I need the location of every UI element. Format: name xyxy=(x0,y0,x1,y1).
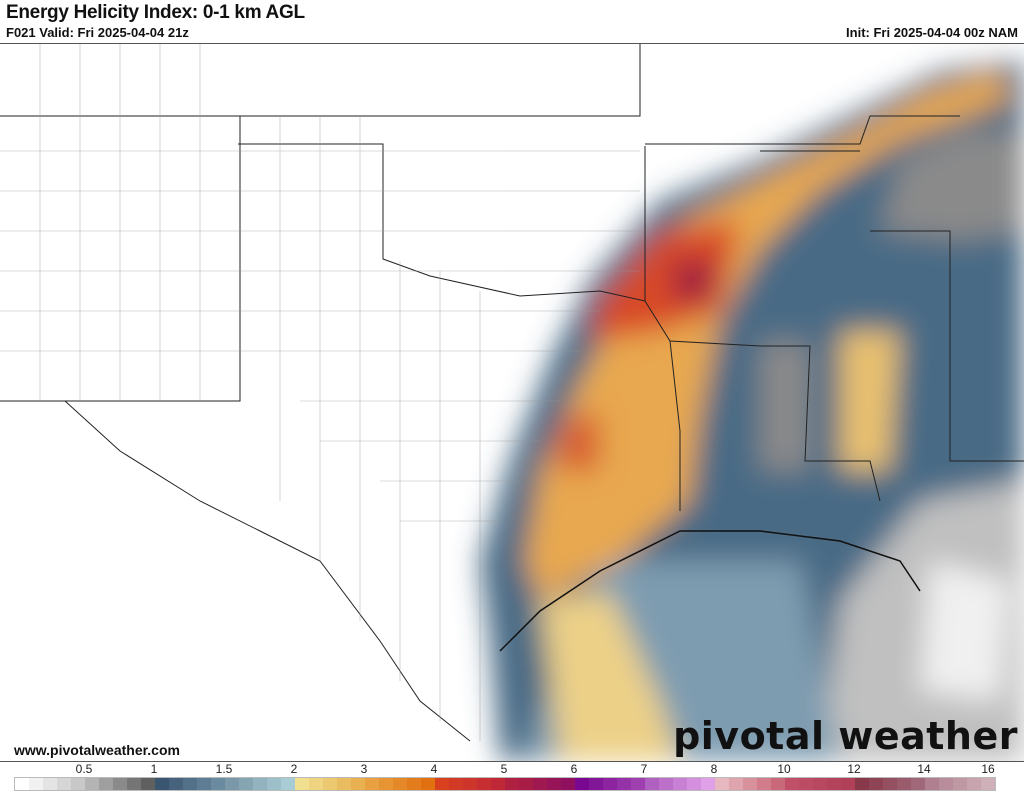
colorbar-cell xyxy=(15,778,29,790)
colorbar-cell xyxy=(309,778,323,790)
colorbar-cell xyxy=(141,778,155,790)
colorbar-cell xyxy=(729,778,743,790)
colorbar-cell xyxy=(57,778,71,790)
colorbar-cell xyxy=(533,778,547,790)
colorbar-cell xyxy=(883,778,897,790)
state-borders xyxy=(0,44,1024,742)
coastline xyxy=(499,530,921,652)
colorbar-cell xyxy=(127,778,141,790)
colorbar-cell xyxy=(743,778,757,790)
valid-time: F021 Valid: Fri 2025-04-04 21z xyxy=(6,25,189,40)
colorbar-cell xyxy=(239,778,253,790)
colorbar-cell xyxy=(547,778,561,790)
colorbar-cell xyxy=(631,778,645,790)
pivotal-weather-logo: pivotal weather xyxy=(673,714,1018,758)
colorbar-tick-label: 2 xyxy=(290,762,298,776)
colorbar-cell xyxy=(827,778,841,790)
colorbar-cell xyxy=(771,778,785,790)
colorbar-tick-label: 8 xyxy=(710,762,718,776)
colorbar-cell xyxy=(435,778,449,790)
colorbar-cell xyxy=(589,778,603,790)
colorbar-cell xyxy=(799,778,813,790)
colorbar-tick-label: 7 xyxy=(640,762,648,776)
colorbar-cell xyxy=(99,778,113,790)
colorbar-cell xyxy=(43,778,57,790)
colorbar-cell xyxy=(365,778,379,790)
colorbar-cell xyxy=(281,778,295,790)
colorbar-cell xyxy=(225,778,239,790)
colorbar-cell xyxy=(197,778,211,790)
colorbar-cell xyxy=(603,778,617,790)
colorbar-cell xyxy=(701,778,715,790)
colorbar-tick-label: 5 xyxy=(500,762,508,776)
colorbar-tick-label: 1 xyxy=(150,762,158,776)
colorbar-tick-label: 3 xyxy=(360,762,368,776)
colorbar-cell xyxy=(673,778,687,790)
colorbar-cell xyxy=(505,778,519,790)
colorbar-cell xyxy=(561,778,575,790)
colorbar-cell xyxy=(421,778,435,790)
colorbar-tick-label: 0.5 xyxy=(75,762,93,776)
colorbar-cell xyxy=(393,778,407,790)
colorbar-cell xyxy=(71,778,85,790)
colorbar-cell xyxy=(211,778,225,790)
colorbar-cell xyxy=(491,778,505,790)
weather-map[interactable] xyxy=(0,43,1024,762)
colorbar-tick-label: 4 xyxy=(430,762,438,776)
colorbar-cell xyxy=(337,778,351,790)
colorbar-tick-label: 10 xyxy=(777,762,791,776)
colorbar-cell xyxy=(785,778,799,790)
colorbar-cell xyxy=(183,778,197,790)
colorbar-tick-label: 6 xyxy=(570,762,578,776)
colorbar-tick-label: 14 xyxy=(917,762,931,776)
init-time: Init: Fri 2025-04-04 00z NAM xyxy=(846,25,1018,40)
colorbar-cell xyxy=(911,778,925,790)
colorbar-cell xyxy=(617,778,631,790)
colorbar-cell xyxy=(659,778,673,790)
colorbar-cell xyxy=(757,778,771,790)
colorbar-cell xyxy=(407,778,421,790)
colorbar-cell xyxy=(925,778,939,790)
colorbar-cell xyxy=(169,778,183,790)
colorbar-cell xyxy=(897,778,911,790)
colorbar-cell xyxy=(967,778,981,790)
colorbar-tick-label: 1.5 xyxy=(215,762,233,776)
colorbar-cell xyxy=(981,778,995,790)
colorbar-cell xyxy=(575,778,589,790)
colorbar-cell xyxy=(29,778,43,790)
colorbar-cell xyxy=(463,778,477,790)
colorbar-cell xyxy=(477,778,491,790)
county-lines xyxy=(0,44,640,741)
colorbar-cell xyxy=(323,778,337,790)
colorbar-cell xyxy=(155,778,169,790)
colorbar-cell xyxy=(85,778,99,790)
colorbar-cell xyxy=(939,778,953,790)
ehi-field xyxy=(480,61,1024,761)
colorbar-cell xyxy=(645,778,659,790)
colorbar-cell xyxy=(869,778,883,790)
colorbar-cell xyxy=(113,778,127,790)
colorbar-cell xyxy=(379,778,393,790)
colorbar-tick-label: 12 xyxy=(847,762,861,776)
colorbar-cell xyxy=(519,778,533,790)
colorbar-cell xyxy=(953,778,967,790)
colorbar-cell xyxy=(855,778,869,790)
colorbar-cell xyxy=(813,778,827,790)
colorbar-cell xyxy=(715,778,729,790)
colorbar-cell xyxy=(267,778,281,790)
colorbar xyxy=(14,777,996,791)
website-url: www.pivotalweather.com xyxy=(14,742,180,758)
colorbar-cell xyxy=(253,778,267,790)
map-title: Energy Helicity Index: 0-1 km AGL xyxy=(6,2,305,23)
colorbar-cell xyxy=(449,778,463,790)
colorbar-cell xyxy=(351,778,365,790)
colorbar-tick-label: 16 xyxy=(981,762,995,776)
colorbar-cell xyxy=(687,778,701,790)
colorbar-cell xyxy=(295,778,309,790)
colorbar-cell xyxy=(841,778,855,790)
